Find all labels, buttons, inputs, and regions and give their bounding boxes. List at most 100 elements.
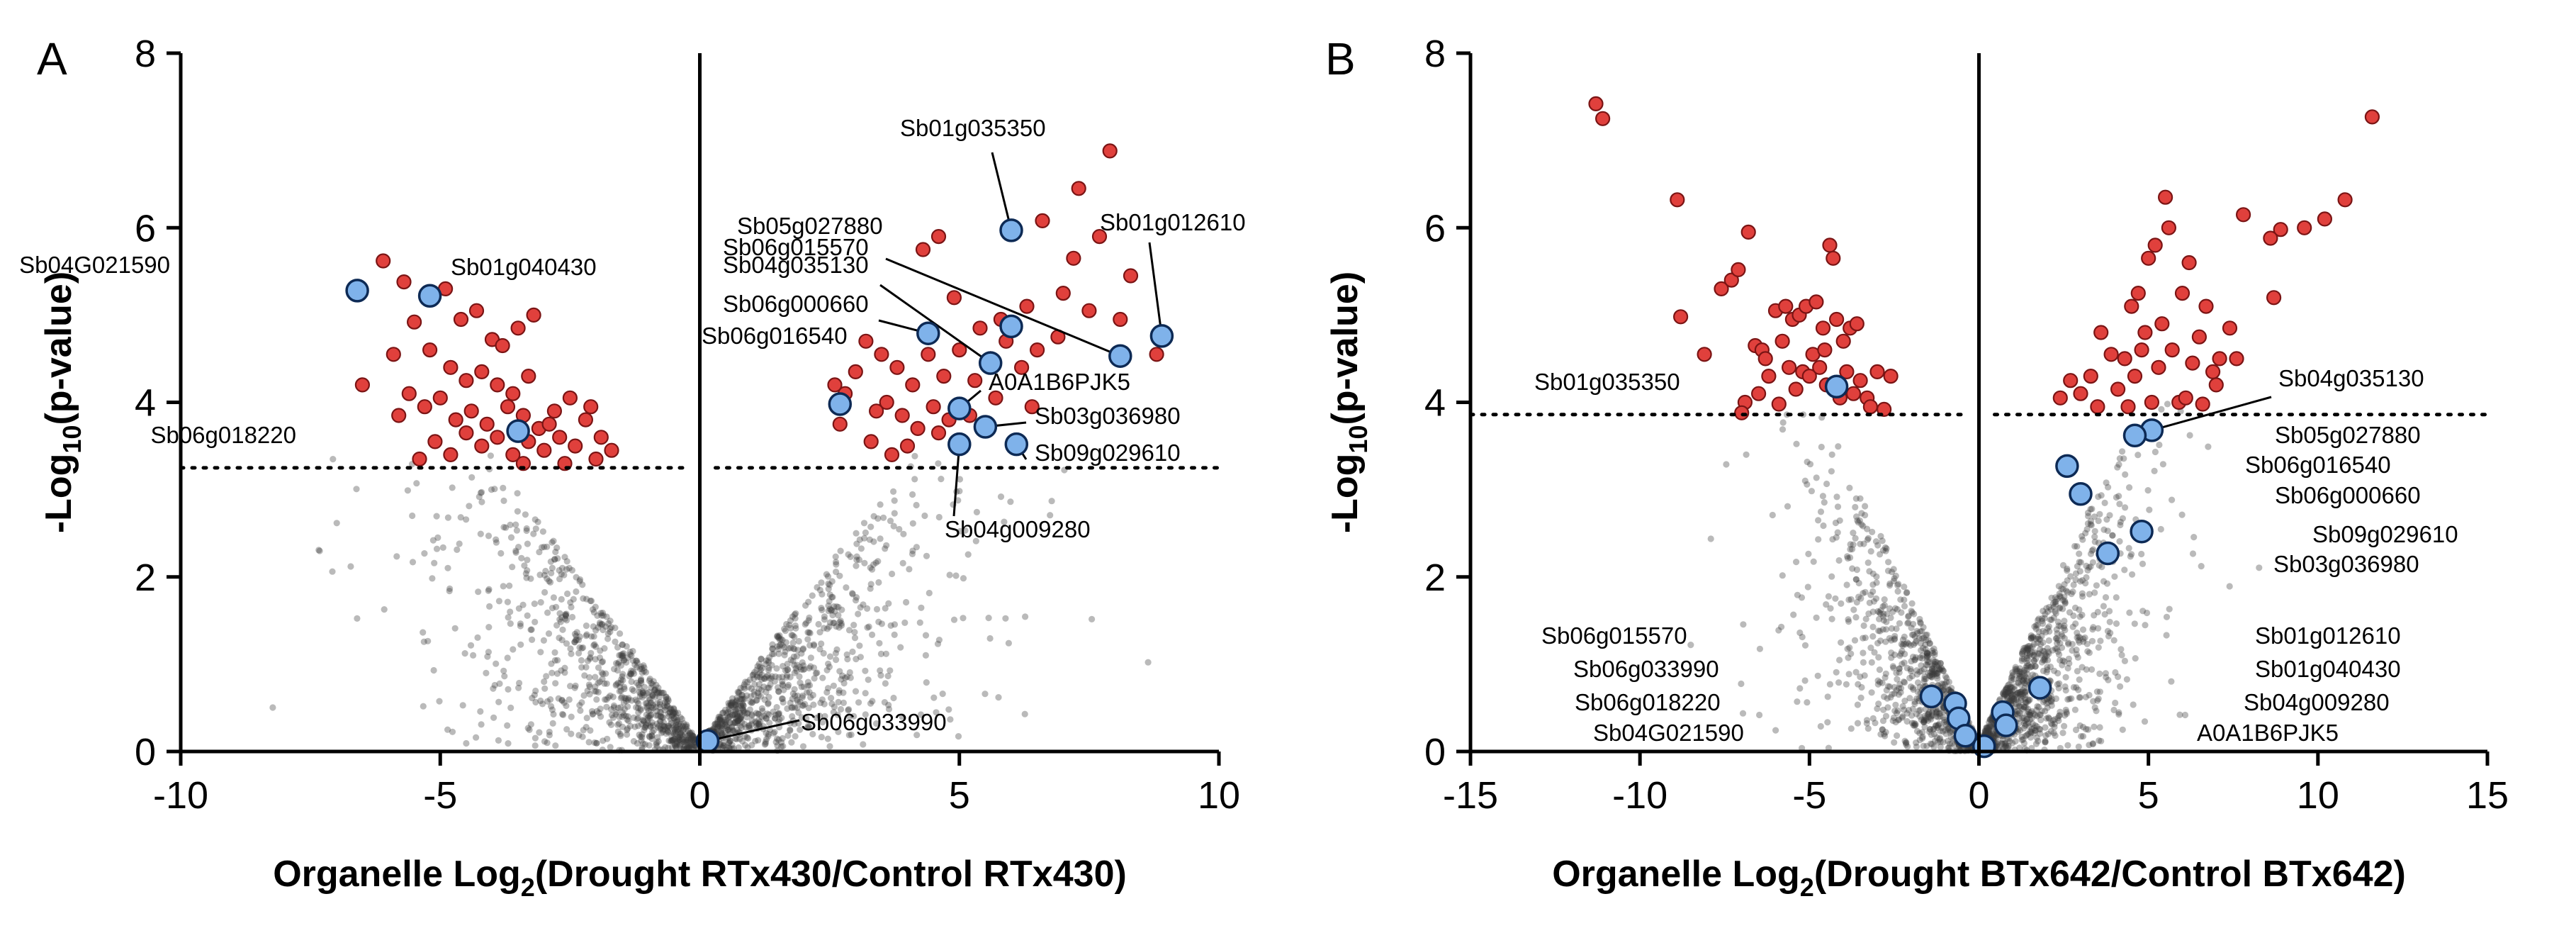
background-point — [1851, 637, 1859, 644]
background-point — [673, 714, 680, 721]
highlight-point — [2069, 482, 2093, 506]
background-point — [2052, 635, 2059, 642]
background-point — [1853, 513, 1860, 520]
background-point — [1923, 654, 1930, 661]
background-point — [660, 714, 667, 721]
background-point — [740, 683, 747, 691]
volcano-plot-B: Sb01g035350 Sb04g035130Sb05g027880Sb06g01… — [1324, 33, 2509, 902]
background-point — [2015, 715, 2023, 722]
background-point — [2189, 550, 2197, 557]
background-point — [715, 713, 722, 720]
background-point — [2079, 577, 2086, 584]
background-point — [719, 722, 726, 730]
background-point — [1928, 731, 1935, 738]
background-point — [558, 667, 565, 674]
highlight-point — [2027, 676, 2052, 700]
significant-point — [2083, 368, 2098, 384]
background-point — [649, 693, 656, 700]
background-point — [743, 734, 750, 741]
background-point — [799, 694, 806, 701]
significant-point — [2236, 207, 2251, 223]
background-point — [2096, 688, 2103, 695]
background-point — [2125, 544, 2132, 552]
background-point — [821, 712, 828, 720]
background-point — [719, 718, 726, 725]
background-point — [590, 642, 597, 649]
background-point — [733, 715, 740, 722]
background-point — [637, 677, 645, 684]
background-point — [2037, 646, 2044, 653]
background-point — [2130, 701, 2137, 708]
background-point — [743, 714, 750, 721]
background-point — [1854, 720, 1862, 727]
background-point — [896, 525, 903, 533]
background-point — [874, 558, 882, 565]
background-point — [2062, 674, 2069, 681]
background-point — [1916, 707, 1923, 715]
background-point — [642, 724, 649, 731]
background-point — [579, 733, 586, 740]
background-point — [642, 669, 650, 676]
background-point — [2106, 618, 2113, 625]
background-point — [564, 590, 571, 598]
background-point — [1911, 656, 1918, 663]
background-point — [791, 686, 798, 693]
significant-point — [505, 447, 521, 463]
background-point — [600, 626, 607, 634]
background-point — [685, 742, 692, 749]
background-point — [522, 570, 529, 577]
background-point — [1896, 681, 1903, 688]
background-point — [569, 613, 576, 621]
background-point — [558, 596, 565, 603]
background-point — [784, 683, 792, 691]
background-point — [2056, 651, 2063, 658]
background-point — [585, 681, 593, 688]
significant-point — [2164, 342, 2180, 358]
background-point — [1813, 474, 1820, 481]
background-point — [763, 715, 770, 722]
background-point — [654, 712, 662, 719]
background-point — [1945, 744, 1952, 751]
background-point — [1883, 687, 1890, 694]
background-point — [561, 699, 568, 706]
background-point — [463, 739, 470, 747]
background-point — [653, 681, 660, 689]
background-point — [845, 707, 852, 714]
background-point — [753, 722, 760, 730]
background-point — [589, 606, 597, 613]
background-point — [2042, 724, 2049, 731]
panel-label: A — [37, 33, 67, 84]
background-point — [2017, 681, 2025, 688]
background-point — [1936, 734, 1944, 742]
background-point — [1796, 685, 1804, 692]
background-point — [1869, 570, 1877, 577]
background-point — [501, 673, 508, 680]
significant-point — [1826, 250, 1841, 266]
background-point — [1743, 451, 1750, 458]
background-point — [829, 593, 836, 600]
background-point — [758, 676, 765, 683]
background-point — [583, 715, 590, 722]
background-point — [512, 521, 519, 528]
background-point — [726, 744, 733, 751]
background-point — [648, 732, 656, 739]
background-point — [2077, 559, 2084, 566]
background-point — [1945, 686, 1952, 694]
background-point — [1823, 601, 1830, 608]
background-point — [593, 696, 600, 703]
background-point — [777, 641, 784, 648]
background-point — [2082, 580, 2089, 587]
background-point — [674, 726, 681, 733]
background-point — [736, 710, 743, 717]
significant-point — [1734, 405, 1750, 420]
background-point — [2096, 561, 2103, 569]
background-point — [860, 741, 867, 748]
background-point — [1832, 595, 1839, 602]
background-point — [731, 704, 738, 711]
background-point — [840, 689, 847, 696]
background-point — [619, 713, 626, 720]
background-point — [504, 598, 512, 605]
background-point — [1804, 699, 1811, 706]
background-point — [779, 695, 786, 703]
background-point — [1928, 674, 1935, 681]
